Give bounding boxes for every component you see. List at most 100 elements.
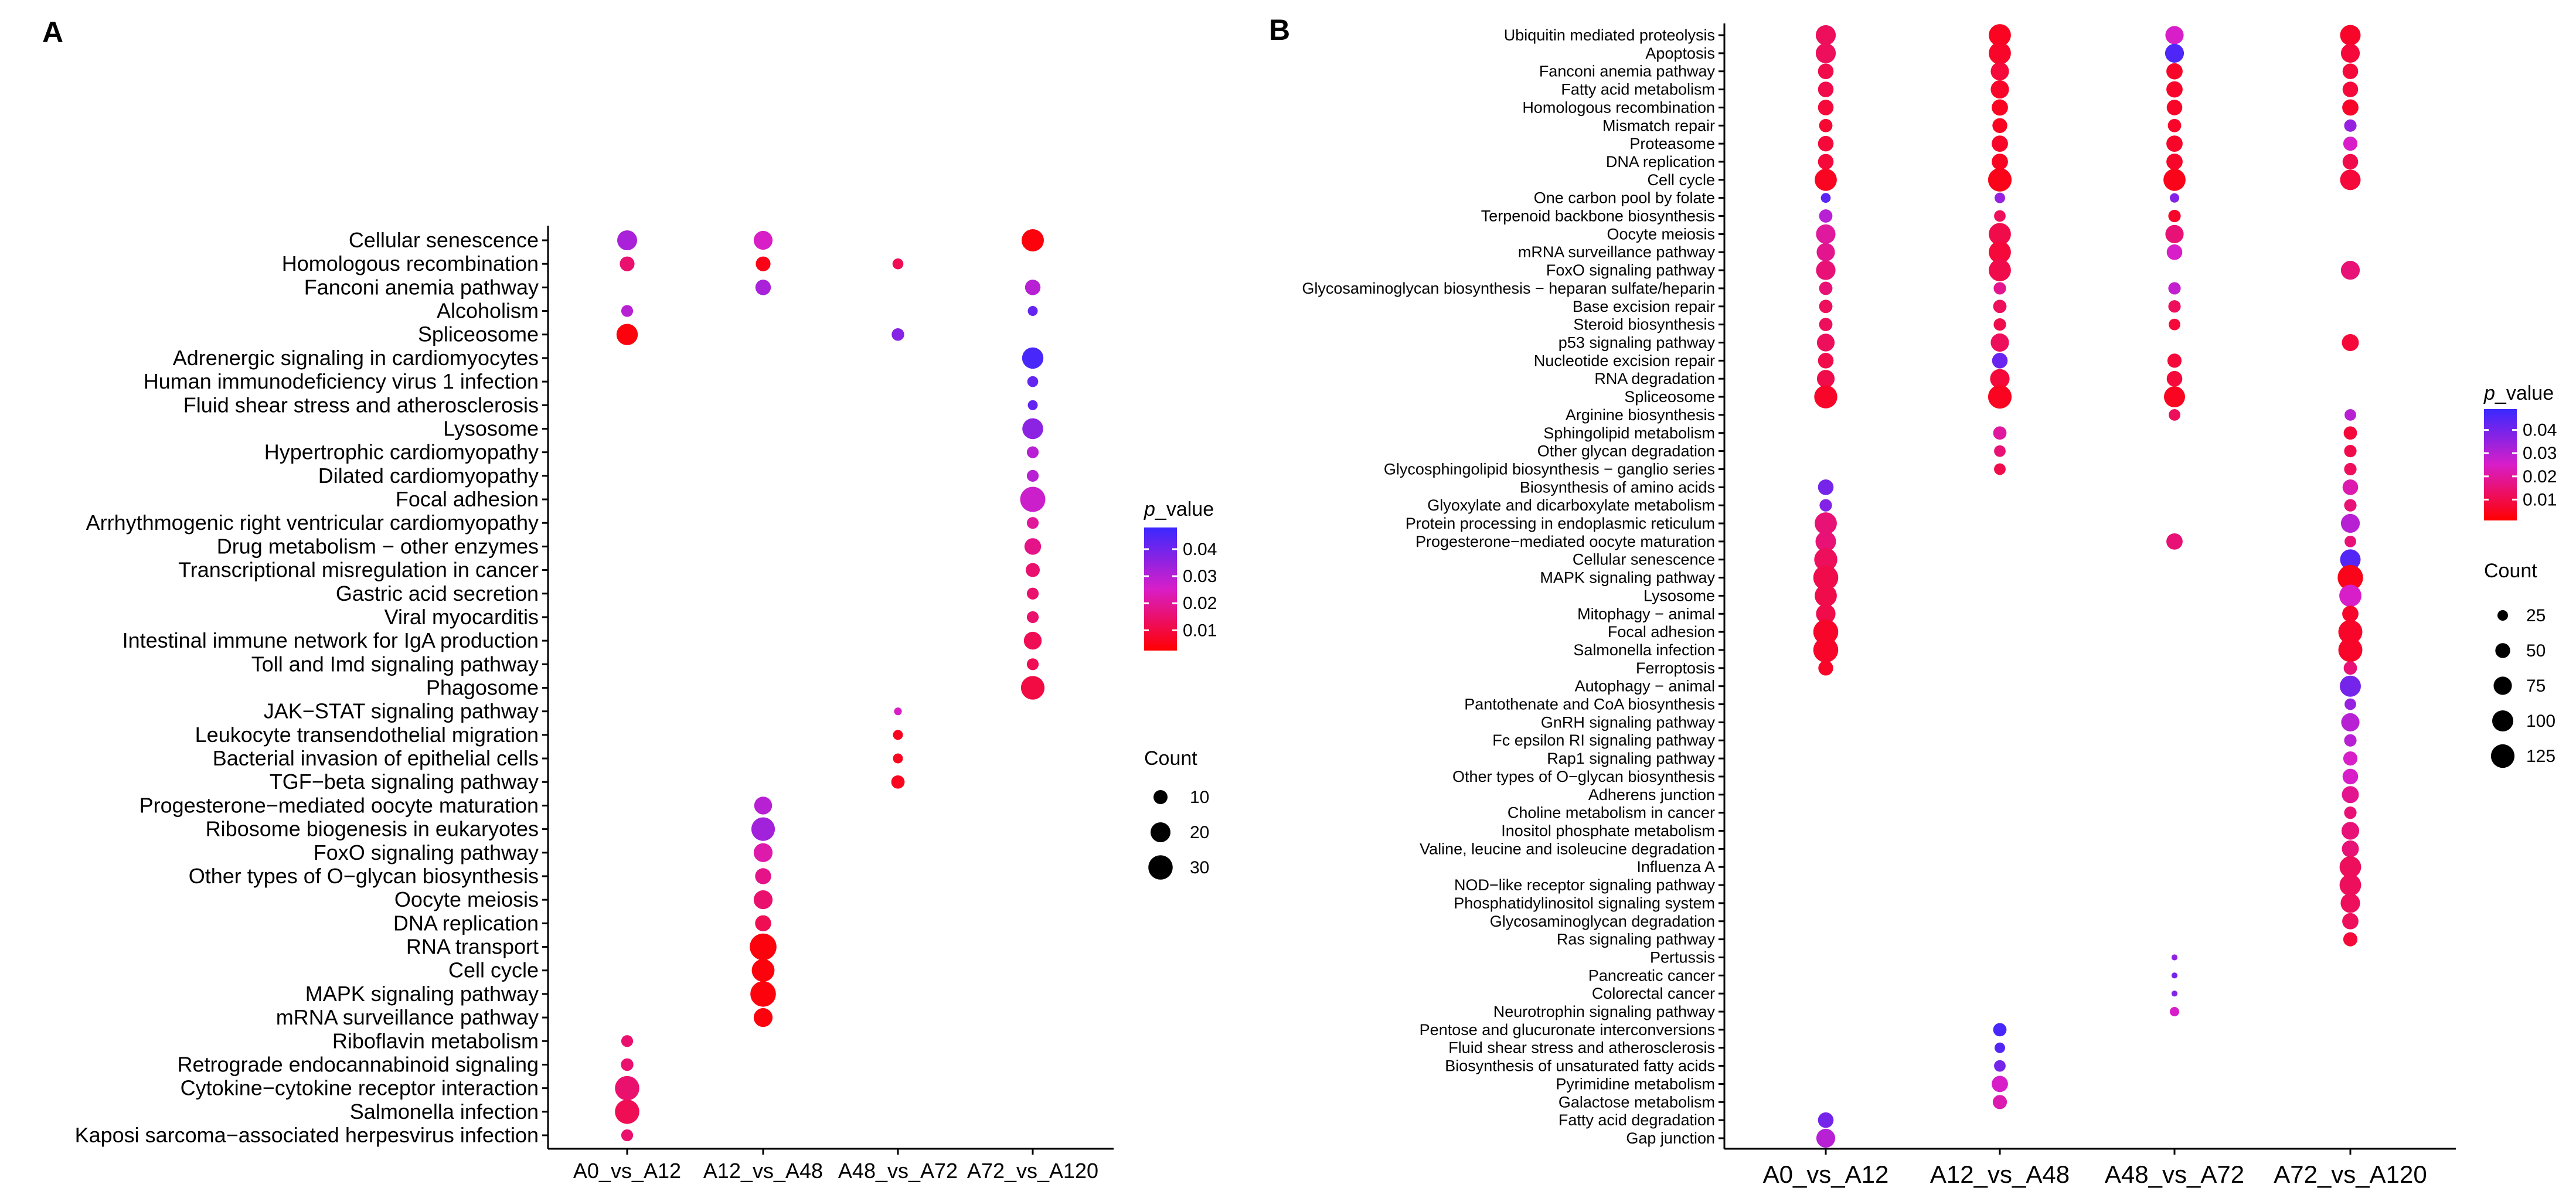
bubble-point — [1988, 384, 2012, 409]
bubble-point — [2340, 260, 2360, 280]
y-tick-label: Pancreatic cancer — [1588, 966, 1715, 984]
bubble-point — [2168, 300, 2181, 313]
bubble-point — [2343, 751, 2358, 766]
size-legend-title: Count — [2484, 560, 2537, 582]
bubble-point — [2165, 26, 2184, 45]
y-tick-label: RNA transport — [406, 935, 539, 959]
bubble-point — [2344, 734, 2357, 747]
bubble-point — [2342, 81, 2359, 97]
y-tick-label: Lysosome — [443, 416, 539, 440]
y-tick-label: Human immunodeficiency virus 1 infection — [144, 369, 539, 393]
y-tick-label: Pantothenate and CoA biosynthesis — [1464, 696, 1715, 713]
bubble-point — [1994, 463, 2006, 475]
bubble-point — [755, 868, 771, 884]
bubble-point — [893, 753, 903, 764]
size-legend-dot — [2497, 610, 2508, 621]
y-tick-label: FoxO signaling pathway — [314, 840, 539, 865]
bubble-point — [1818, 135, 1834, 152]
y-tick-label: TGF−beta signaling pathway — [270, 770, 539, 794]
y-tick-label: Oocyte meiosis — [394, 887, 539, 911]
y-tick-label: Salmonella infection — [1573, 641, 1715, 659]
bubble-point — [1025, 280, 1041, 295]
bubble-point — [1816, 604, 1836, 624]
size-legend-label: 20 — [1190, 823, 1209, 842]
bubble-point — [753, 230, 773, 250]
bubble-point — [621, 1129, 634, 1142]
color-bar-tick-label: 0.02 — [2523, 467, 2557, 486]
y-tick-label: Phagosome — [426, 676, 539, 700]
y-tick-label: One carbon pool by folate — [1534, 189, 1715, 207]
y-tick-label: Galactose metabolism — [1558, 1093, 1715, 1111]
bubble-point — [891, 328, 904, 341]
y-tick-label: Fluid shear stress and atherosclerosis — [1448, 1039, 1715, 1057]
bubble-point — [2344, 535, 2356, 547]
bubble-point — [2342, 479, 2359, 495]
bubble-point — [2166, 63, 2183, 80]
size-legend-label: 75 — [2526, 676, 2546, 696]
bubble-point — [1020, 676, 1045, 700]
bubble-point — [753, 1008, 773, 1027]
bubble-point — [620, 256, 635, 271]
y-tick-label: Cellular senescence — [1573, 551, 1715, 569]
bubble-point — [2343, 932, 2358, 947]
y-tick-label: Other types of O−glycan biosynthesis — [1452, 768, 1715, 785]
y-tick-label: Focal adhesion — [1608, 623, 1715, 641]
bubble-point — [2343, 137, 2358, 151]
y-tick-label: Gap junction — [1626, 1129, 1715, 1147]
bubble-point — [2166, 100, 2183, 115]
y-tick-label: Nucleotide excision repair — [1534, 352, 1715, 369]
bubble-point — [1990, 333, 2009, 352]
bubble-point — [2342, 99, 2359, 116]
size-legend-label: 30 — [1190, 858, 1209, 877]
bubble-point — [1816, 1128, 1836, 1148]
color-legend-title: p_value — [2483, 382, 2554, 404]
x-tick-label: A0_vs_A12 — [1763, 1160, 1889, 1188]
bubble-point — [1992, 99, 2008, 116]
y-tick-label: Kaposi sarcoma−associated herpesvirus in… — [75, 1123, 539, 1147]
y-tick-label: Progesterone−mediated oocyte maturation — [1415, 533, 1715, 550]
x-tick-label: A0_vs_A12 — [573, 1159, 681, 1183]
y-tick-label: Ras signaling pathway — [1557, 931, 1716, 948]
y-tick-label: Spliceosome — [418, 322, 539, 346]
y-tick-label: Fanconi anemia pathway — [1539, 63, 1716, 80]
bubble-point — [2344, 409, 2356, 421]
y-tick-label: Glyoxylate and dicarboxylate metabolism — [1427, 496, 1715, 514]
y-tick-label: Viral myocarditis — [384, 605, 539, 629]
y-tick-label: DNA replication — [1606, 153, 1715, 171]
bubble-point — [1818, 154, 1834, 170]
y-tick-label: mRNA surveillance pathway — [1518, 243, 1716, 261]
y-tick-label: Homologous recombination — [1522, 98, 1715, 116]
y-tick-label: Pyrimidine metabolism — [1556, 1075, 1715, 1093]
bubble-point — [1818, 353, 1834, 369]
y-tick-label: Steroid biosynthesis — [1573, 316, 1715, 333]
bubble-point — [1992, 154, 2008, 170]
bubble-point — [1994, 1060, 2006, 1072]
y-tick-label: Gastric acid secretion — [336, 581, 539, 605]
x-tick-label: A72_vs_A120 — [2274, 1160, 2427, 1188]
color-bar — [1144, 527, 1177, 651]
y-tick-label: Influenza A — [1636, 858, 1715, 876]
bubble-point — [2342, 605, 2359, 622]
bubble-point — [616, 324, 638, 345]
bubble-point — [2341, 713, 2360, 731]
bubble-point — [2166, 81, 2183, 98]
bubble-point — [1023, 631, 1042, 650]
y-tick-label: Colorectal cancer — [1592, 985, 1715, 1002]
x-tick-label: A48_vs_A72 — [2105, 1160, 2244, 1188]
bubble-point — [2340, 169, 2361, 190]
bubble-point — [2340, 513, 2360, 533]
bubble-point — [2344, 462, 2357, 476]
size-legend-title: Count — [1144, 747, 1197, 770]
bubble-point — [1992, 135, 2008, 152]
color-bar-tick-label: 0.03 — [1183, 567, 1217, 586]
bubble-point — [1989, 24, 2011, 46]
bubble-point — [892, 258, 904, 270]
x-tick-label: A48_vs_A72 — [838, 1159, 958, 1183]
y-tick-label: Cell cycle — [1647, 171, 1715, 189]
y-tick-label: Other types of O−glycan biosynthesis — [189, 864, 539, 888]
bubble-point — [2164, 386, 2185, 408]
bubble-point — [1994, 210, 2006, 222]
y-tick-label: Intestinal immune network for IgA produc… — [122, 628, 539, 652]
